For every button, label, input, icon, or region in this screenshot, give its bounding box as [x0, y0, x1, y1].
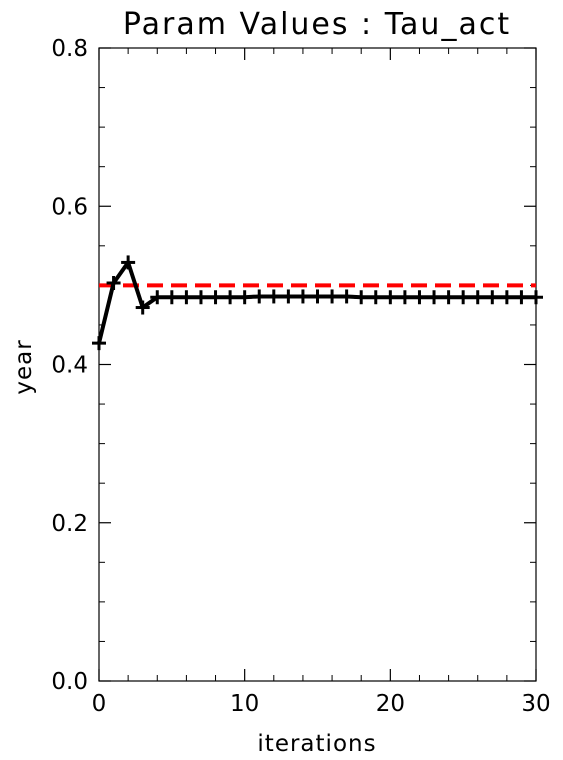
y-tick-label: 0.0	[51, 669, 88, 695]
data-point-marker	[281, 289, 296, 304]
chart-title: Param Values : Tau_act	[123, 7, 511, 42]
data-point-marker	[441, 290, 456, 305]
data-point-marker	[310, 289, 325, 304]
x-tick-label: 0	[92, 691, 107, 717]
data-point-marker	[354, 290, 369, 305]
x-tick-label: 30	[521, 691, 550, 717]
data-point-marker	[368, 290, 383, 305]
data-point-marker	[92, 336, 106, 351]
data-point-marker	[427, 290, 442, 305]
tick-labels: 0 10 20 30 0.0 0.2 0.4 0.6 0.8	[51, 36, 550, 717]
data-point-marker	[208, 290, 223, 305]
data-point-marker	[193, 290, 208, 305]
data-point-marker	[383, 290, 398, 305]
data-point-marker	[150, 290, 165, 305]
y-tick-label: 0.6	[51, 194, 88, 220]
data-point-marker	[499, 290, 514, 305]
data-point-marker	[295, 289, 310, 304]
data-point-marker	[237, 290, 252, 305]
axis-ticks	[98, 47, 537, 682]
data-point-marker	[106, 276, 121, 291]
y-tick-label: 0.8	[51, 36, 88, 62]
data-point-marker	[514, 290, 529, 305]
plot-frame	[98, 47, 537, 682]
y-tick-label: 0.4	[51, 353, 88, 379]
data-point-marker	[164, 290, 179, 305]
data-point-marker	[485, 290, 500, 305]
data-point-marker	[397, 290, 412, 305]
data-point-marker	[223, 290, 238, 305]
y-tick-label: 0.2	[51, 511, 88, 537]
series-layer	[92, 255, 543, 351]
data-point-marker	[529, 290, 543, 305]
data-point-marker	[339, 289, 354, 304]
data-point-marker	[456, 290, 471, 305]
x-tick-label: 10	[230, 691, 259, 717]
x-tick-label: 20	[376, 691, 405, 717]
data-point-marker	[252, 289, 267, 304]
data-point-marker	[325, 289, 340, 304]
data-point-marker	[135, 300, 150, 315]
data-point-marker	[470, 290, 485, 305]
data-point-marker	[266, 289, 281, 304]
data-point-marker	[121, 255, 136, 270]
y-axis-label: year	[11, 339, 37, 394]
data-point-marker	[179, 290, 194, 305]
data-point-marker	[412, 290, 427, 305]
x-axis-label: iterations	[257, 731, 376, 757]
